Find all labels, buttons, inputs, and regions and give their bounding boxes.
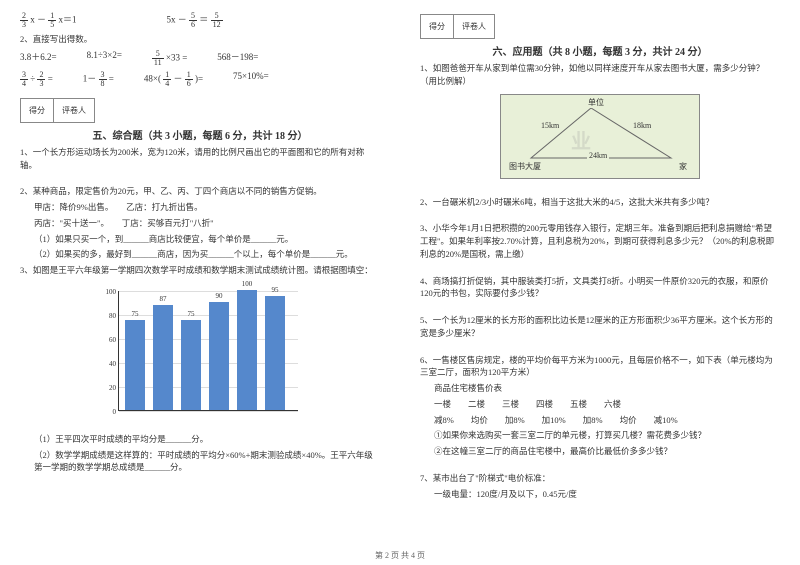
diagram-br: 家 — [677, 161, 689, 172]
bar-chart: 0204060801007587759010095 — [90, 285, 310, 425]
q6-6t: 商品住宅楼售价表 — [420, 382, 780, 395]
q6-4: 4、商场搞打折促销，其中服装类打5折，文具类打8折。小明买一件原价320元的衣服… — [420, 275, 780, 301]
q5-2c: （1）如果只买一个，到______商店比较便宜，每个单价是______元。 — [20, 233, 380, 246]
diagram-left: 15km — [539, 121, 561, 130]
q5-3: 3、如图是王平六年级第一学期四次数学平时成绩和数学期末测试成绩统计图。请根据图填… — [20, 264, 380, 277]
grader-label: 评卷人 — [54, 99, 94, 122]
q5-2a: 甲店：降价9%出售。 乙店：打九折出售。 — [20, 201, 380, 214]
section-6-title: 六、应用题（共 8 小题，每题 3 分，共计 24 分） — [420, 43, 780, 58]
calc2-c: 48×( 14 － 16 )= — [144, 71, 203, 88]
q6-2: 2、一台碾米机2/3小时碾米6吨，相当于这批大米的4/5，这批大米共有多少吨？ — [420, 196, 780, 209]
section-5-title: 五、综合题（共 3 小题，每题 6 分，共计 18 分） — [20, 127, 380, 142]
calc-row-1: 3.8＋6.2= 8.1÷3×2= 511 ×33 = 568－198= — [20, 50, 380, 67]
bar-4: 100 — [237, 290, 257, 410]
page-footer: 第 2 页 共 4 页 — [0, 550, 800, 561]
q6-7: 7、某市出台了"阶梯式"电价标准： — [420, 472, 780, 485]
calc-b: 8.1÷3×2= — [87, 50, 122, 67]
q5-3a: （1）王平四次平时成绩的平均分是______分。 — [20, 433, 380, 446]
q6-6: 6、一售楼区售房规定，楼的平均价每平方米为1000元，且每层价格不一，如下表（单… — [420, 354, 780, 380]
grader-label-6: 评卷人 — [454, 15, 494, 38]
right-column: 得分 评卷人 六、应用题（共 8 小题，每题 3 分，共计 24 分） 1、如图… — [400, 0, 800, 565]
score-box-5: 得分 评卷人 — [20, 98, 95, 123]
bar-2: 75 — [181, 320, 201, 410]
q6-6a: ①如果你来选购买一套三室二厅的单元楼，打算买几楼？需花费多少钱？ — [420, 429, 780, 442]
q6-6b: ②在这幢三室二厅的商品住宅楼中，最高价比最低价多多少钱？ — [420, 445, 780, 458]
calc2-a: 34 ÷ 23 = — [20, 71, 53, 88]
q5-2d: （2）如果买的多，最好到______商店，因为买______个以上，每个单价是_… — [20, 248, 380, 261]
calc-d: 568－198= — [217, 50, 258, 67]
q6-3: 3、小华今年1月1日把积攒的200元零用钱存入银行，定期三年。准备到期后把利息捐… — [420, 222, 780, 260]
q5-1: 1、一个长方形运动场长为200米，宽为120米，请用的比例尺画出它的平面图和它的… — [20, 146, 380, 172]
eq1: 23 x － 15 x＝1 — [20, 12, 77, 29]
left-column: 23 x － 15 x＝1 5x － 56 ＝ 512 2、直接写出得数。 3.… — [0, 0, 400, 565]
score-box-6: 得分 评卷人 — [420, 14, 495, 39]
q6-1: 1、如图爸爸开车从家到单位需30分钟，如他以同样速度开车从家去图书大厦，需多少分… — [420, 62, 780, 88]
calc-c: 511 ×33 = — [152, 50, 187, 67]
diagram-top: 单位 — [586, 97, 606, 108]
bar-0: 75 — [125, 320, 145, 410]
score-label-6: 得分 — [421, 15, 454, 38]
triangle-diagram: 单位 15km 18km 图书大厦 家 24km 业 — [500, 94, 700, 179]
watermark-icon: 业 — [571, 125, 591, 154]
q2-label: 2、直接写出得数。 — [20, 33, 380, 46]
triangle-shape — [521, 103, 681, 173]
equation-row-1: 23 x － 15 x＝1 5x － 56 ＝ 512 — [20, 12, 380, 29]
calc-row-2: 34 ÷ 23 = 1－ 38 = 48×( 14 － 16 )= 75×10%… — [20, 71, 380, 88]
q6-6h: 一楼 二楼 三楼 四楼 五楼 六楼 — [420, 398, 780, 411]
diagram-right: 18km — [631, 121, 653, 130]
calc2-d: 75×10%= — [233, 71, 269, 88]
score-label: 得分 — [21, 99, 54, 122]
q6-6r: 减8% 均价 加8% 加10% 加8% 均价 减10% — [420, 414, 780, 427]
bar-3: 90 — [209, 302, 229, 410]
bar-1: 87 — [153, 305, 173, 409]
eq2: 5x － 56 ＝ 512 — [167, 12, 223, 29]
q5-3b: （2）数学学期成绩是这样算的：平时成绩的平均分×60%+期末测验成绩×40%。王… — [20, 449, 380, 475]
diagram-bl: 图书大厦 — [507, 161, 543, 172]
bar-5: 95 — [265, 296, 285, 410]
q6-5: 5、一个长为12厘米的长方形的面积比边长是12厘米的正方形面积少36平方厘米。这… — [420, 314, 780, 340]
q5-2b: 丙店："买十送一"。 丁店：买够百元打"八折" — [20, 217, 380, 230]
q6-7a: 一级电量：120度/月及以下，0.45元/度 — [420, 488, 780, 501]
calc-a: 3.8＋6.2= — [20, 50, 57, 67]
calc2-b: 1－ 38 = — [83, 71, 114, 88]
q5-2: 2、某种商品，限定售价为20元，甲、乙、丙、丁四个商店以不同的销售方促销。 — [20, 185, 380, 198]
